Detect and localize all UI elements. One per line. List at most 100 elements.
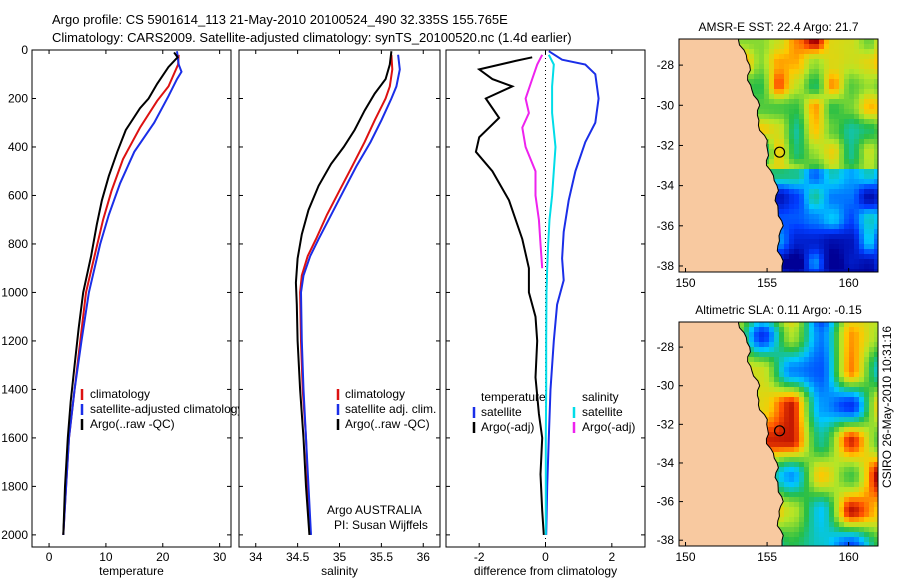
sst_map-cell xyxy=(759,64,764,69)
sst_map-cell xyxy=(784,119,789,124)
sst_map-cell xyxy=(784,159,789,164)
sst_map-cell xyxy=(839,189,844,194)
sst_map-cell xyxy=(799,134,804,139)
sst_map-cell xyxy=(864,199,869,204)
sla_map-cell xyxy=(814,387,819,392)
sst_map-cell xyxy=(834,169,839,174)
sla_map-cell xyxy=(834,447,839,452)
sla_map-cell xyxy=(854,477,859,482)
sla_map-cell xyxy=(819,327,824,332)
sla_map-cell xyxy=(874,447,878,452)
sla_map-cell xyxy=(849,432,854,437)
sla_map-cell xyxy=(779,387,784,392)
sla_map-cell xyxy=(809,542,814,546)
sst_map-cell xyxy=(804,64,809,69)
sst_map-cell xyxy=(849,154,854,159)
sla_map-cell xyxy=(864,467,869,472)
sla_map-cell xyxy=(864,512,869,517)
sst_map-cell xyxy=(819,254,824,259)
sla_map-cell xyxy=(854,487,859,492)
sst_map-cell xyxy=(854,49,859,54)
sst_map-cell xyxy=(844,139,849,144)
sst_map-cell xyxy=(809,189,814,194)
sst_map-cell xyxy=(784,219,789,224)
sst_map-cell xyxy=(854,184,859,189)
sst_map-cell xyxy=(839,239,844,244)
sst_map-cell xyxy=(774,79,779,84)
sla_map-cell xyxy=(794,372,799,377)
sst_map-cell xyxy=(864,164,869,169)
sst_map-cell xyxy=(834,64,839,69)
sla_map-cell xyxy=(809,537,814,542)
sst_map-cell xyxy=(834,194,839,199)
sla_map-cell xyxy=(869,472,874,477)
sst_map-cell xyxy=(869,64,874,69)
sst_map-cell xyxy=(814,269,819,272)
sst_map-cell xyxy=(834,259,839,264)
sla_map-cell xyxy=(874,327,878,332)
sst_map-cell xyxy=(859,244,864,249)
sst_map-cell xyxy=(824,199,829,204)
sla_map-cell xyxy=(864,517,869,522)
sla_map-cell xyxy=(839,517,844,522)
sst_map-cell xyxy=(829,89,834,94)
sla_map-cell xyxy=(799,482,804,487)
sst_map-cell xyxy=(784,269,789,272)
sla_map-cell xyxy=(839,362,844,367)
sla_map-cell xyxy=(854,492,859,497)
sla_map-cell xyxy=(794,537,799,542)
sla_map-cell xyxy=(754,362,759,367)
sst_map-cell xyxy=(854,229,859,234)
sst_map-cell xyxy=(814,214,819,219)
sla_map-cell xyxy=(779,447,784,452)
sst_map-cell xyxy=(754,64,759,69)
sla_map-cell xyxy=(799,362,804,367)
sla_map-cell xyxy=(829,442,834,447)
legend-label: Argo(-adj) xyxy=(481,420,534,434)
sst_map-cell xyxy=(789,49,794,54)
sla_map-cell xyxy=(809,372,814,377)
sla_map-cell xyxy=(804,472,809,477)
sla_map-cell xyxy=(849,322,854,327)
sla_map-cell xyxy=(784,457,789,462)
sla_map-cell xyxy=(869,482,874,487)
lat-tick-label: -32 xyxy=(657,417,675,431)
sla_map-cell xyxy=(769,372,774,377)
sst_map-cell xyxy=(834,179,839,184)
sst_map-cell xyxy=(834,159,839,164)
sst_map-cell xyxy=(834,99,839,104)
sla_map-cell xyxy=(874,507,878,512)
sst_map-cell xyxy=(784,54,789,59)
sst_map-cell xyxy=(864,229,869,234)
sla_map-cell xyxy=(809,357,814,362)
sst_map-cell xyxy=(854,254,859,259)
sst_map-cell xyxy=(804,99,809,104)
sst_map-cell xyxy=(764,129,769,134)
sst_map-cell xyxy=(784,179,789,184)
sla_map-cell xyxy=(764,412,769,417)
sla_map-cell xyxy=(804,452,809,457)
sla_map-cell xyxy=(844,502,849,507)
sst_map-cell xyxy=(844,214,849,219)
sst_map-cell xyxy=(799,249,804,254)
sst_map-cell xyxy=(809,204,814,209)
sst_map-cell xyxy=(799,254,804,259)
sla_map-cell xyxy=(859,472,864,477)
sst_map-cell xyxy=(824,74,829,79)
sst_map-cell xyxy=(804,204,809,209)
sst_map-cell xyxy=(834,84,839,89)
sst_map-cell xyxy=(794,119,799,124)
sla_map-cell xyxy=(859,502,864,507)
sla_map-cell xyxy=(759,362,764,367)
sst_map-cell xyxy=(819,94,824,99)
sst_map-cell xyxy=(829,199,834,204)
sst_map-cell xyxy=(759,119,764,124)
sla_map-cell xyxy=(759,347,764,352)
sla_map-cell xyxy=(859,512,864,517)
salinity-xlabel: salinity xyxy=(321,564,358,578)
sst_map-cell xyxy=(854,224,859,229)
sla_map-cell xyxy=(844,347,849,352)
sla_map-cell xyxy=(794,522,799,527)
sst_map-cell xyxy=(869,214,874,219)
sst_map-cell xyxy=(809,259,814,264)
